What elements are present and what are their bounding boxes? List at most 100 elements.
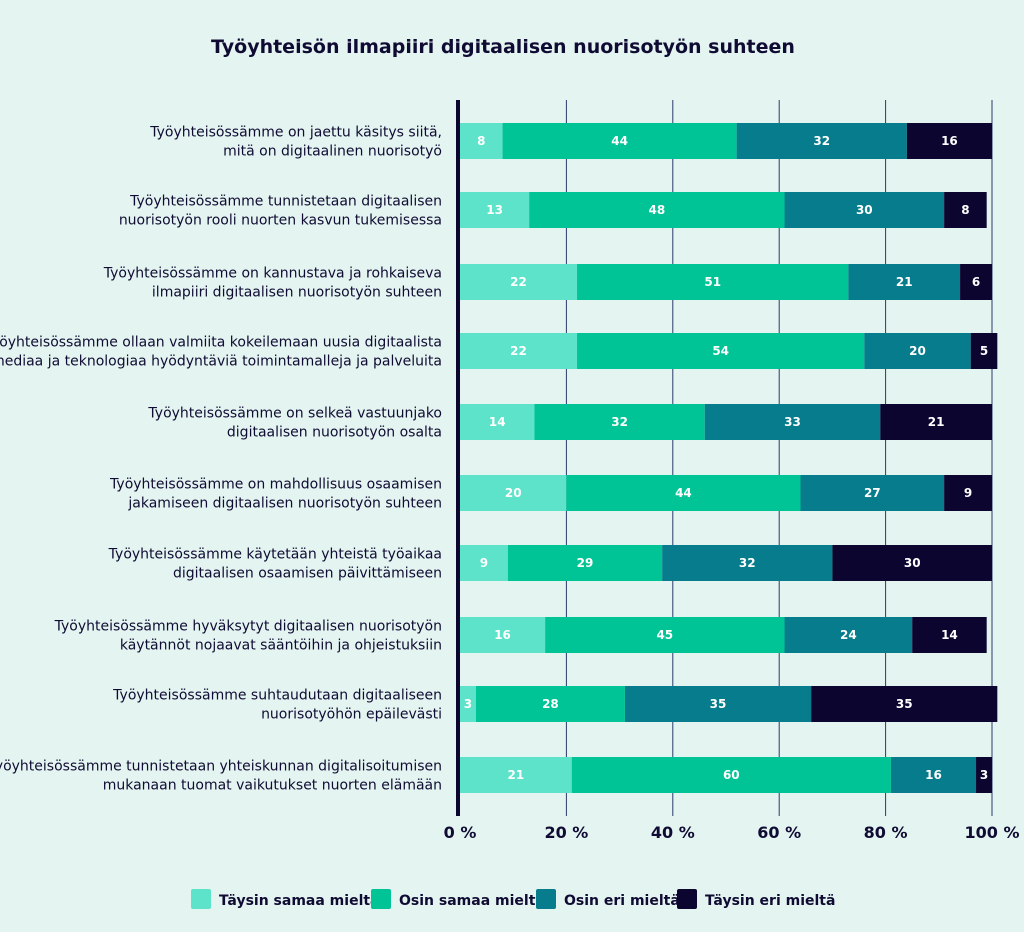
data-label: 20 — [505, 486, 522, 500]
data-label: 3 — [464, 697, 472, 711]
data-label: 29 — [577, 556, 594, 570]
data-label: 44 — [675, 486, 692, 500]
category-label: Työyhteisössämme käytetään yhteistä työa… — [108, 547, 442, 582]
legend-item: Täysin samaa mieltä — [191, 889, 380, 909]
bar-segment — [784, 192, 945, 228]
data-label: 24 — [840, 628, 857, 642]
data-label: 27 — [864, 486, 881, 500]
data-label: 16 — [941, 134, 958, 148]
bar-segment — [545, 617, 785, 653]
legend-swatch — [371, 889, 391, 909]
category-label: Työyhteisössämme tunnistetaan yhteiskunn… — [0, 759, 442, 794]
bar-segment — [460, 264, 578, 300]
bar-segment — [460, 617, 546, 653]
bar-segment — [800, 475, 945, 511]
chart-title: Työyhteisön ilmapiiri digitaalisen nuori… — [211, 36, 795, 58]
category-label-line: nuorisotyön rooli nuorten kasvun tukemis… — [119, 213, 442, 229]
bar-segment — [460, 757, 572, 793]
category-label-line: Työyhteisössämme suhtaudutaan digitaalis… — [112, 688, 442, 704]
bar-segment — [502, 123, 737, 159]
bar-segment — [460, 192, 530, 228]
category-label: Työyhteisössämme on selkeä vastuunjako di… — [147, 406, 442, 441]
data-label: 35 — [710, 697, 727, 711]
x-tick-label: 80 % — [864, 823, 908, 842]
legend-swatch — [536, 889, 556, 909]
bar-segment — [912, 617, 987, 653]
data-label: 32 — [611, 415, 628, 429]
category-label-line: digitaalisen osaamisen päivittämiseen — [173, 566, 442, 582]
bar-segment — [460, 545, 508, 581]
data-label: 21 — [896, 275, 913, 289]
category-label-line: Työyhteisössämme hyväksytyt digitaalisen… — [54, 619, 442, 635]
legend: Täysin samaa mieltä Osin samaa mieltä Osin… — [191, 889, 835, 909]
bar-segment — [848, 264, 961, 300]
bar-segment — [811, 686, 998, 722]
bar-segment — [960, 264, 992, 300]
category-label-line: Työyhteisössämme käytetään yhteistä työa… — [108, 547, 442, 563]
bar-segment — [475, 686, 625, 722]
data-label: 9 — [480, 556, 488, 570]
legend-swatch — [191, 889, 211, 909]
bar-segment — [890, 757, 977, 793]
bar-segment — [880, 404, 992, 440]
data-label: 21 — [928, 415, 945, 429]
category-label-line: käytännöt nojaavat sääntöihin ja ohjeist… — [120, 638, 442, 654]
data-label: 32 — [739, 556, 756, 570]
bar-row: 22 54 20 5 — [460, 333, 998, 369]
category-label-line: mitä on digitaalinen nuorisotyö — [223, 144, 442, 160]
legend-swatch — [677, 889, 697, 909]
legend-item: Täysin eri mieltä — [677, 889, 835, 909]
bar-segment — [970, 333, 998, 369]
bar-row: 21 60 16 3 — [460, 757, 992, 793]
data-label: 13 — [486, 203, 503, 217]
legend-item: Osin samaa mieltä — [371, 889, 545, 909]
category-label-line: digitaalisen nuorisotyön osalta — [227, 425, 442, 441]
category-label-line: Työyhteisössämme on mahdollisuus osaamis… — [109, 477, 442, 493]
bar-segment — [460, 333, 578, 369]
bar-segment — [507, 545, 663, 581]
data-label: 6 — [972, 275, 980, 289]
x-tick-label: 20 % — [544, 823, 588, 842]
bar-segment — [944, 475, 992, 511]
bar-segment — [577, 264, 849, 300]
category-label-line: Työyhteisössämme tunnistetaan yhteiskunn… — [0, 759, 442, 775]
bar-segment — [460, 404, 535, 440]
data-label: 9 — [964, 486, 972, 500]
legend-label: Täysin samaa mieltä — [219, 893, 380, 909]
category-label-line: nuorisotyöhön epäilevästi — [261, 707, 442, 723]
bar-segment — [460, 123, 503, 159]
category-label-line: Työyhteisössämme on jaettu käsitys siitä… — [149, 125, 442, 141]
x-tick-label: 100 % — [965, 823, 1020, 842]
bar-row: 9 29 32 30 — [460, 545, 992, 581]
bar-segment — [736, 123, 907, 159]
x-tick-label: 40 % — [651, 823, 695, 842]
bar-row: 16 45 24 14 — [460, 617, 987, 653]
bar-row: 14 32 33 21 — [460, 404, 992, 440]
bar-row: 22 51 21 6 — [460, 264, 992, 300]
bar-row: 20 44 27 9 — [460, 475, 992, 511]
bar-segment — [571, 757, 891, 793]
bar-segment — [534, 404, 705, 440]
data-label: 33 — [784, 415, 801, 429]
bar-row: 13 48 30 8 — [460, 192, 987, 228]
legend-label: Osin eri mieltä — [564, 893, 680, 909]
legend-label: Täysin eri mieltä — [705, 893, 835, 909]
x-tick-label: 0 % — [444, 823, 477, 842]
data-label: 30 — [904, 556, 921, 570]
data-label: 51 — [704, 275, 721, 289]
bar-segment — [704, 404, 881, 440]
category-label: Työyhteisössämme suhtaudutaan digitaalis… — [112, 688, 442, 723]
bar-row: 3 28 35 35 — [460, 686, 998, 722]
bar-segment — [864, 333, 971, 369]
category-label: Työyhteisössämme ollaan valmiita kokeile… — [0, 335, 442, 370]
legend-label: Osin samaa mieltä — [399, 893, 545, 909]
category-label-line: mediaa ja teknologiaa hyödyntäviä toimin… — [0, 354, 442, 370]
data-label: 30 — [856, 203, 873, 217]
data-label: 21 — [508, 768, 525, 782]
data-label: 8 — [961, 203, 969, 217]
data-label: 60 — [723, 768, 740, 782]
x-tick-labels: 0 % 20 % 40 % 60 % 80 % 100 % — [444, 823, 1020, 842]
category-label: Työyhteisössämme hyväksytyt digitaalisen… — [54, 619, 442, 654]
category-label-line: Työyhteisössämme on kannustava ja rohkai… — [103, 266, 442, 282]
